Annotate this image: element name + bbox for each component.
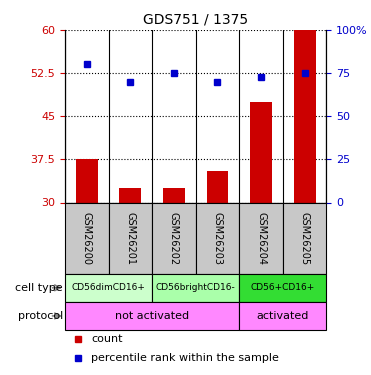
Text: percentile rank within the sample: percentile rank within the sample bbox=[91, 353, 279, 363]
Bar bbox=[109, 202, 152, 274]
Text: GSM26203: GSM26203 bbox=[213, 211, 223, 265]
Bar bbox=[283, 202, 326, 274]
Text: GSM26202: GSM26202 bbox=[169, 211, 179, 265]
Bar bbox=[152, 202, 196, 274]
Bar bbox=[239, 202, 283, 274]
Text: CD56dimCD16+: CD56dimCD16+ bbox=[72, 284, 145, 292]
Text: GSM26205: GSM26205 bbox=[300, 211, 310, 265]
Text: GSM26201: GSM26201 bbox=[125, 211, 135, 265]
Text: CD56+CD16+: CD56+CD16+ bbox=[251, 284, 315, 292]
Bar bbox=[294, 30, 316, 202]
Bar bbox=[152, 274, 239, 302]
Bar bbox=[239, 302, 326, 330]
Text: CD56brightCD16-: CD56brightCD16- bbox=[156, 284, 236, 292]
Text: count: count bbox=[91, 334, 122, 344]
Text: GSM26200: GSM26200 bbox=[82, 211, 92, 265]
Bar bbox=[119, 188, 141, 202]
Bar bbox=[65, 302, 239, 330]
Text: cell type: cell type bbox=[16, 283, 63, 293]
Bar bbox=[65, 202, 109, 274]
Bar bbox=[250, 102, 272, 202]
Bar bbox=[163, 188, 185, 202]
Bar bbox=[239, 274, 326, 302]
Title: GDS751 / 1375: GDS751 / 1375 bbox=[143, 12, 248, 26]
Bar bbox=[207, 171, 229, 202]
Bar bbox=[196, 202, 239, 274]
Text: activated: activated bbox=[257, 311, 309, 321]
Text: GSM26204: GSM26204 bbox=[256, 211, 266, 265]
Bar bbox=[65, 274, 152, 302]
Text: not activated: not activated bbox=[115, 311, 189, 321]
Text: protocol: protocol bbox=[18, 311, 63, 321]
Bar bbox=[76, 159, 98, 202]
